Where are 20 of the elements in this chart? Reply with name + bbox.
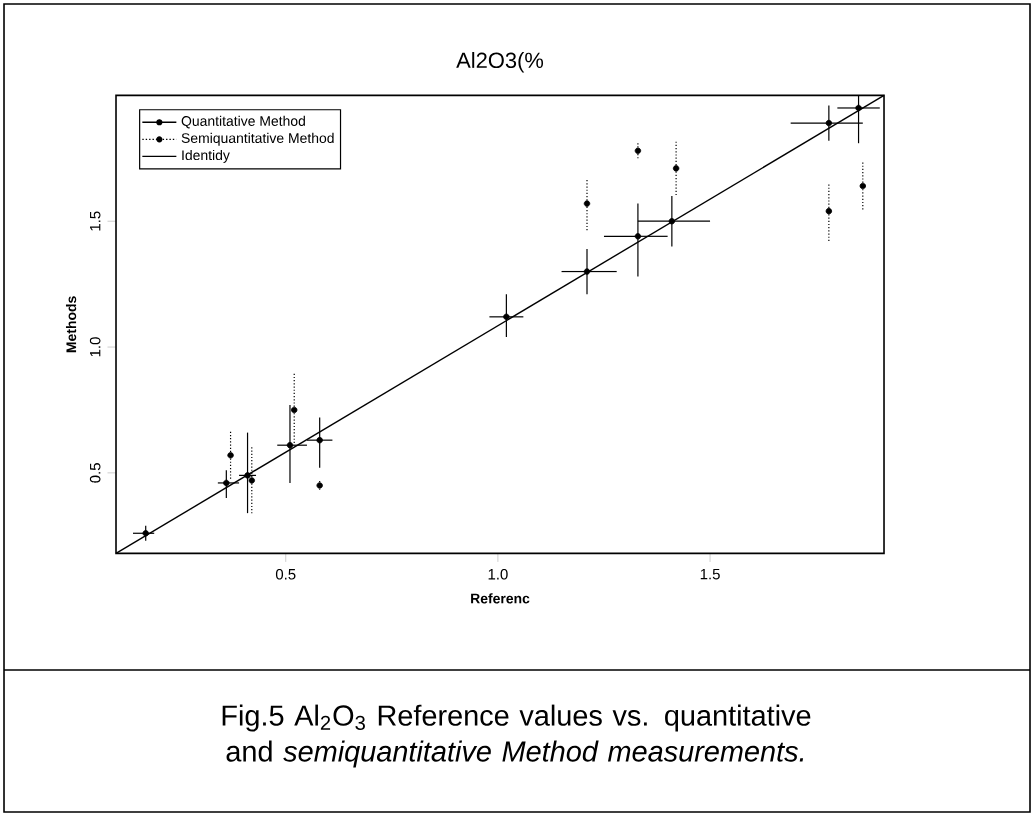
point: [227, 452, 234, 459]
point: [825, 119, 833, 127]
point: [825, 207, 833, 215]
point: [855, 104, 862, 112]
point: [583, 200, 591, 207]
point: [244, 472, 251, 479]
point: [286, 442, 294, 449]
point: [223, 479, 230, 487]
point: [634, 233, 642, 240]
point: [583, 268, 591, 275]
text: Fig.5 Al$_{2}$O$_{3}$ Reference values vs. quantitative and semiquantitative Method measurements.: [222, 704, 811, 768]
point: [142, 530, 149, 537]
point: [634, 147, 642, 154]
point: [859, 182, 866, 190]
point: [291, 406, 298, 414]
point: [503, 313, 510, 321]
point: [672, 165, 680, 172]
point: [316, 436, 323, 444]
point: [668, 218, 676, 225]
chart-title: Al2O3(%: [456, 51, 544, 73]
